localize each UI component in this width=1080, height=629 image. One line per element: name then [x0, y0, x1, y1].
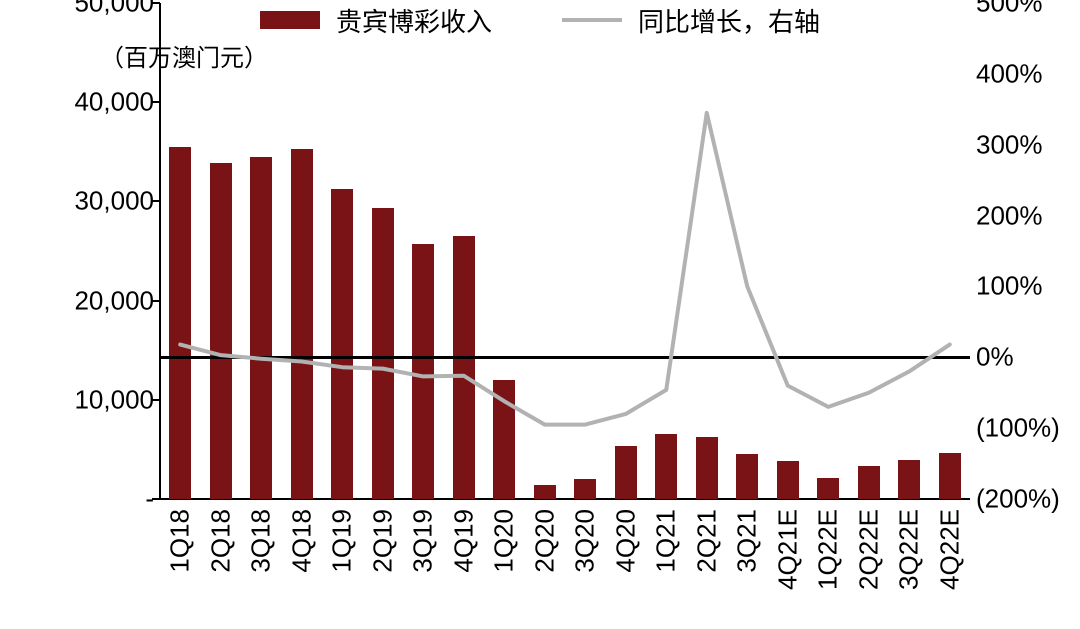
y-left-tick-mark — [152, 498, 160, 500]
x-category-label: 4Q19 — [448, 509, 479, 573]
y-right-tick: 300% — [976, 129, 1043, 160]
y-left-tick: 50,000 — [74, 0, 154, 19]
x-category-label: 4Q21E — [772, 509, 803, 590]
y-left-tick-mark — [152, 300, 160, 302]
x-category-label: 1Q19 — [327, 509, 358, 573]
x-category-label: 3Q22E — [894, 509, 925, 590]
y-left-tick: 10,000 — [74, 384, 154, 415]
y-right-tick: (100%) — [976, 413, 1060, 444]
x-category-label: 4Q22E — [934, 509, 965, 590]
y-left-tick-mark — [152, 2, 160, 4]
x-category-label: 2Q19 — [367, 509, 398, 573]
x-category-label: 4Q18 — [286, 509, 317, 573]
x-category-label: 4Q20 — [610, 509, 641, 573]
x-category-label: 2Q20 — [529, 509, 560, 573]
x-category-label: 1Q22E — [813, 509, 844, 590]
y-left-tick: 40,000 — [74, 87, 154, 118]
plot-area — [160, 3, 970, 499]
x-category-label: 1Q18 — [165, 509, 196, 573]
x-category-label: 2Q18 — [205, 509, 236, 573]
y-right-tick: 400% — [976, 58, 1043, 89]
line-layer — [160, 3, 970, 499]
y-left-tick-mark — [152, 101, 160, 103]
x-category-label: 1Q21 — [651, 509, 682, 573]
chart-container: 贵宾博彩收入 同比增长，右轴 （百万澳门元） -10,00020,00030,0… — [0, 0, 1080, 629]
x-category-label: 1Q20 — [489, 509, 520, 573]
y-left-tick: 20,000 — [74, 285, 154, 316]
y-left-labels: -10,00020,00030,00040,00050,000 — [0, 3, 160, 499]
x-category-label: 3Q19 — [408, 509, 439, 573]
x-category-label: 2Q22E — [853, 509, 884, 590]
x-category-label: 2Q21 — [691, 509, 722, 573]
y-right-tick: 0% — [976, 342, 1014, 373]
x-category-label: 3Q20 — [570, 509, 601, 573]
x-category-label: 3Q18 — [246, 509, 277, 573]
y-right-tick: 100% — [976, 271, 1043, 302]
y-left-tick-mark — [152, 200, 160, 202]
y-right-tick: 500% — [976, 0, 1043, 19]
y-left-tick-mark — [152, 399, 160, 401]
y-right-tick: 200% — [976, 200, 1043, 231]
y-left-tick: 30,000 — [74, 186, 154, 217]
growth-line — [180, 113, 950, 425]
x-category-label: 3Q21 — [732, 509, 763, 573]
y-right-tick: (200%) — [976, 484, 1060, 515]
